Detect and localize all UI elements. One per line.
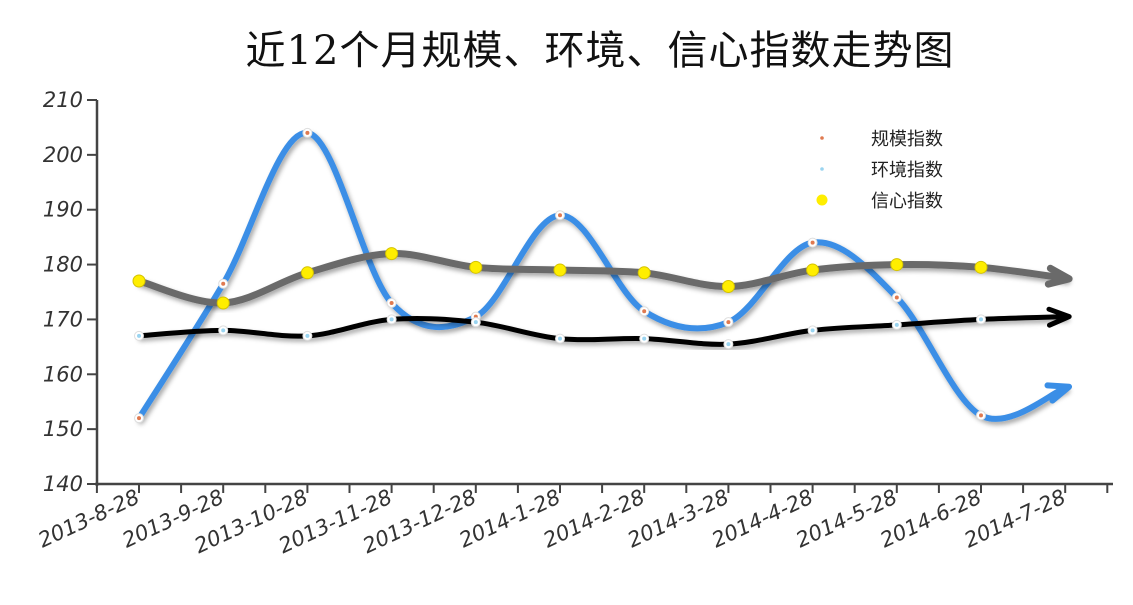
series-line-scale: [136, 129, 1069, 422]
series-environment: [134, 306, 1072, 350]
data-point-confidence: [806, 263, 820, 277]
data-point-confidence: [385, 247, 399, 261]
data-point-dot-environment: [810, 328, 815, 333]
y-tick-label: 180: [43, 253, 83, 277]
data-point-confidence: [553, 263, 567, 277]
series-arrow-scale: [1044, 382, 1072, 404]
series-confidence: [132, 247, 1073, 310]
legend-label-environment: 环境指数: [871, 160, 943, 181]
legend-label-scale: 规模指数: [871, 129, 943, 150]
data-point-confidence: [637, 266, 651, 280]
data-point-dot-environment: [642, 336, 647, 341]
y-tick-label: 140: [43, 472, 83, 496]
data-point-confidence: [890, 258, 904, 272]
data-point-dot-environment: [979, 317, 983, 322]
y-tick-label: 200: [43, 143, 83, 167]
legend-marker-dot-scale: [820, 136, 824, 140]
series-line-environment: [136, 314, 1068, 347]
data-point-dot-scale: [726, 320, 731, 325]
legend-item-environment: 环境指数: [794, 160, 943, 181]
y-tick-label: 190: [43, 198, 83, 222]
data-point-dot-scale: [389, 300, 394, 305]
legend-item-scale: 规模指数: [794, 129, 943, 150]
y-tick-label: 160: [43, 362, 83, 386]
data-point-dot-environment: [389, 317, 394, 322]
y-tick-label: 170: [43, 307, 83, 331]
y-tick-label: 150: [43, 417, 83, 441]
data-point-confidence: [721, 280, 735, 294]
data-point-dot-scale: [642, 309, 647, 314]
data-point-dot-environment: [558, 336, 562, 341]
data-point-dot-scale: [894, 295, 899, 300]
data-point-dot-scale: [810, 240, 815, 245]
data-point-dot-scale: [305, 130, 310, 135]
legend-marker-confidence: [816, 194, 828, 206]
data-point-confidence: [216, 296, 230, 310]
data-point-dot-environment: [221, 328, 226, 333]
legend-marker-dot-environment: [820, 167, 824, 171]
data-point-dot-scale: [558, 213, 562, 218]
chart-title: 近12个月规模、环境、信心指数走势图: [245, 28, 955, 74]
data-point-dot-environment: [726, 342, 731, 347]
data-point-confidence: [300, 266, 314, 280]
data-point-confidence: [469, 260, 483, 274]
data-point-dot-scale: [137, 416, 141, 421]
legend-item-confidence: 信心指数: [793, 191, 943, 212]
data-point-dot-scale: [221, 281, 226, 286]
data-point-dot-scale: [979, 413, 983, 418]
series-arrow-confidence: [1044, 264, 1073, 288]
data-point-dot-environment: [894, 322, 899, 327]
series-layer: [132, 127, 1073, 424]
series-line-confidence: [135, 250, 1069, 307]
data-point-dot-environment: [305, 333, 310, 338]
data-point-dot-environment: [137, 333, 141, 338]
data-point-confidence: [132, 274, 146, 288]
series-arrow-environment: [1046, 306, 1072, 328]
legend-label-confidence: 信心指数: [871, 191, 943, 212]
data-point-confidence: [974, 260, 988, 274]
data-point-dot-environment: [473, 320, 478, 325]
y-tick-label: 210: [43, 88, 83, 112]
